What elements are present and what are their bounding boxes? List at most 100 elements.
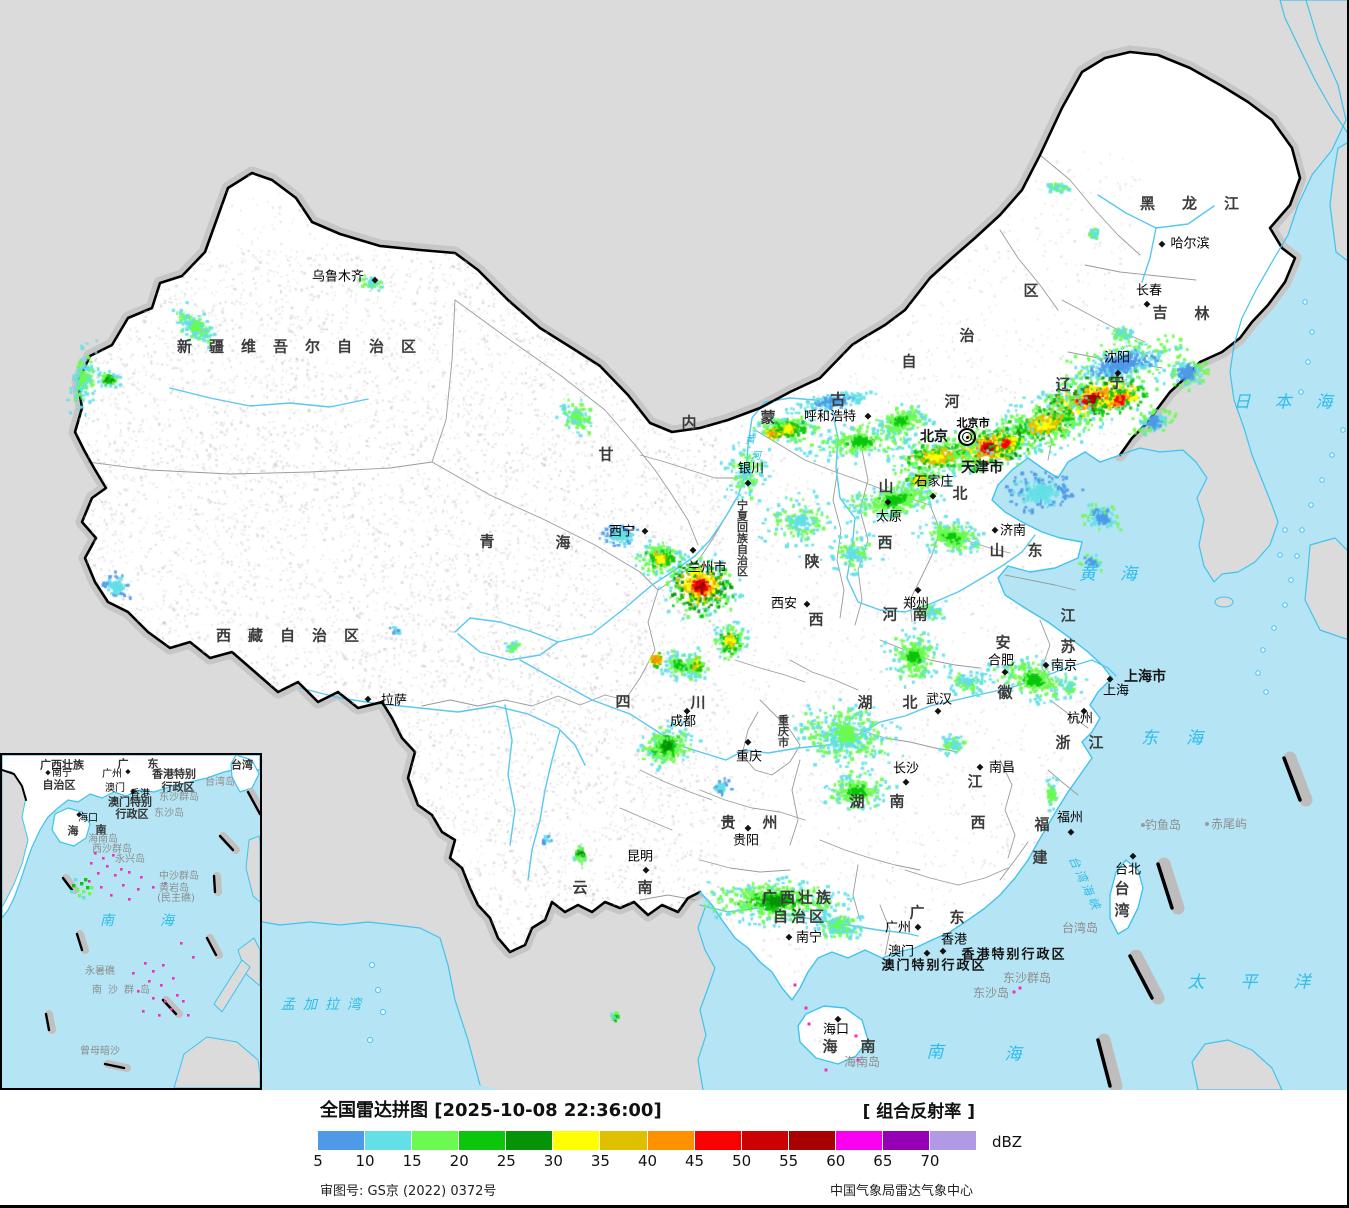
inset-radar-echo xyxy=(86,886,90,890)
colorbar-segment xyxy=(318,1131,365,1150)
inset-island-mark xyxy=(187,1014,190,1017)
inset-island-mark xyxy=(137,888,140,891)
inset-island-mark xyxy=(162,964,165,967)
inset-island-mark xyxy=(106,865,109,868)
inset-island-mark xyxy=(110,894,113,897)
inset-dash-shadow xyxy=(247,788,260,817)
inset-boundary-dash xyxy=(61,876,74,892)
inset-boundary-dash xyxy=(218,834,235,852)
inset-boundary-dash xyxy=(44,1012,51,1032)
inset-island-mark xyxy=(120,868,123,871)
inset-dash-shadow xyxy=(213,872,222,896)
inset-boundary-dash xyxy=(75,932,84,952)
inset-island-mark xyxy=(192,956,195,959)
colorbar-segment xyxy=(788,1131,835,1150)
map-approval-number: 审图号: GS京 (2022) 0372号 xyxy=(320,1184,497,1199)
colorbar-tick: 50 xyxy=(732,1152,752,1170)
inset-radar-echo xyxy=(82,890,86,894)
inset-island-mark xyxy=(140,876,143,879)
colorbar-segment xyxy=(741,1131,788,1150)
inset-svg xyxy=(2,755,260,1088)
inset-island-mark xyxy=(176,994,179,997)
colorbar-tick: 70 xyxy=(920,1152,940,1170)
colorbar-segment xyxy=(553,1131,600,1150)
radar-station-icon xyxy=(958,428,976,446)
inset-island-mark xyxy=(88,880,91,883)
inset-dash-shadow xyxy=(162,996,183,1018)
inset-island-mark xyxy=(160,984,163,987)
colorbar-segment xyxy=(694,1131,741,1150)
inset-radar-echo xyxy=(76,888,80,892)
inset-island-mark xyxy=(97,872,100,875)
inset-radar-echo xyxy=(82,896,86,900)
producer-credit: 中国气象局雷达气象中心 xyxy=(829,1184,973,1199)
legend-product-label: [ 组合反射率 ] xyxy=(862,1102,975,1122)
colorbar-tick: 30 xyxy=(543,1152,563,1170)
colorbar-segment xyxy=(835,1131,882,1150)
inset-palawan xyxy=(213,959,251,1013)
inset-island-mark xyxy=(137,990,140,993)
colorbar-segment xyxy=(600,1131,647,1150)
inset-boundary-dash xyxy=(205,936,218,957)
inset-island-mark xyxy=(164,1000,167,1003)
inset-boundary-dash xyxy=(103,1062,126,1070)
inset-island-mark xyxy=(112,854,115,857)
inset-borneo xyxy=(173,1036,260,1088)
colorbar-unit: dBZ xyxy=(992,1133,1023,1151)
colorbar-segment xyxy=(412,1131,459,1150)
inset-island-mark xyxy=(90,862,93,865)
colorbar-segment xyxy=(506,1131,553,1150)
legend-bar: 全国雷达拼图 [2025-10-08 22:36:00] [ 组合反射率 ] 5… xyxy=(0,1090,1347,1205)
inset-island-mark xyxy=(94,852,97,855)
colorbar-tick: 25 xyxy=(496,1152,516,1170)
inset-island-mark xyxy=(152,997,155,1000)
inset-boundary-dash xyxy=(246,790,260,816)
inset-dash-shadow xyxy=(76,930,89,954)
inset-radar-echo xyxy=(72,884,76,888)
inset-dash-shadow xyxy=(62,874,79,894)
colorbar-ticks: 5 10 15 20 25 30 35 40 45 50 55 60 65 70 xyxy=(0,1152,1347,1170)
colorbar-tick: 60 xyxy=(826,1152,846,1170)
colorbar-tick: 5 xyxy=(313,1152,323,1170)
inset-island-mark xyxy=(128,898,131,901)
inset-mainland xyxy=(2,755,260,919)
inset-radar-echo xyxy=(80,882,84,886)
colorbar-tick: 40 xyxy=(637,1152,658,1170)
inset-island-mark xyxy=(144,962,147,965)
inset-island-mark xyxy=(182,1000,185,1003)
colorbar-segment xyxy=(459,1131,506,1150)
colorbar-tick: 20 xyxy=(449,1152,469,1170)
inset-radar-echo xyxy=(84,878,88,882)
colorbar-tick: 10 xyxy=(355,1152,375,1170)
inset-island-mark xyxy=(170,1008,173,1011)
colorbar-tick: 45 xyxy=(685,1152,705,1170)
inset-island-mark xyxy=(114,874,117,877)
inset-radar-echo xyxy=(88,892,92,896)
inset-dash-shadow xyxy=(219,832,240,854)
inset-dash-shadow xyxy=(45,1010,56,1034)
inset-island-mark xyxy=(152,970,155,973)
inset-island-mark xyxy=(102,857,105,860)
south-china-sea-inset: 广西壮族 自治区 南宁广东广州 澳门 香港 香港特别 行政区 澳门特别 行政区 台湾 台湾岛 东沙群岛… xyxy=(0,753,262,1090)
inset-island-mark xyxy=(128,871,131,874)
colorbar-tick: 35 xyxy=(590,1152,610,1170)
inset-taiwan xyxy=(230,755,260,793)
inset-island-mark xyxy=(172,977,175,980)
colorbar-segment xyxy=(882,1131,930,1150)
inset-radar-echo xyxy=(70,890,74,894)
inset-hainan xyxy=(51,807,91,847)
inset-radar-echo xyxy=(90,886,94,890)
reflectivity-colorbar xyxy=(318,1131,977,1150)
colorbar-tick: 15 xyxy=(402,1152,422,1170)
colorbar-tick: 55 xyxy=(779,1152,799,1170)
inset-luzon xyxy=(245,835,260,903)
inset-border-line xyxy=(2,769,27,801)
inset-island-mark xyxy=(152,886,155,889)
inset-boundary-dash xyxy=(212,874,217,894)
inset-island-mark xyxy=(164,882,167,885)
colorbar-tick: 65 xyxy=(873,1152,893,1170)
legend-title: 全国雷达拼图 [2025-10-08 22:36:00] xyxy=(320,1100,662,1121)
inset-island-mark xyxy=(100,886,103,889)
inset-radar-echo xyxy=(78,894,82,898)
